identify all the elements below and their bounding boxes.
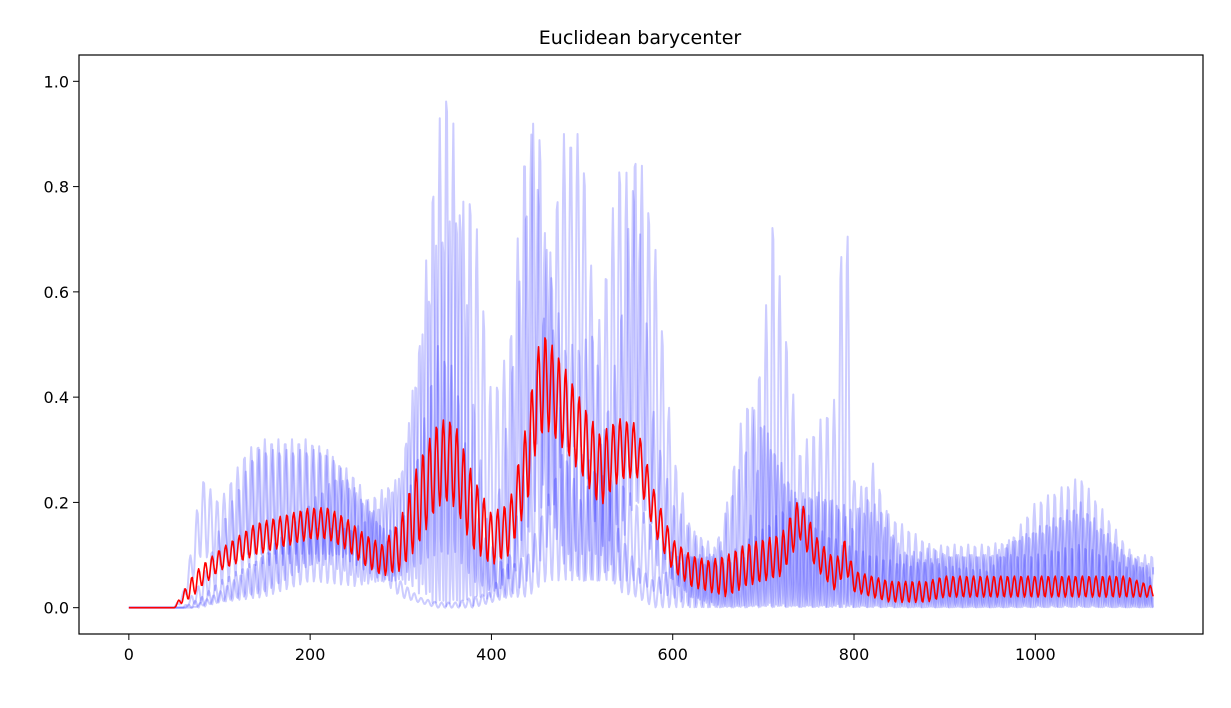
barycenter-layer	[128, 337, 1154, 609]
series-line-4	[128, 133, 1155, 609]
y-tick-label: 0.6	[44, 283, 69, 302]
y-tick-label: 0.2	[44, 493, 69, 512]
series-line-1	[128, 132, 1155, 609]
barycenter-line	[128, 337, 1154, 609]
y-tick-label: 0.0	[44, 599, 69, 618]
x-tick-label: 800	[839, 645, 870, 664]
axes-frame	[78, 54, 1204, 635]
x-tick-label: 1000	[1015, 645, 1056, 664]
y-tick-label: 0.4	[44, 388, 69, 407]
y-axis: 0.0 0.2 0.4 0.6 0.8 1.0	[44, 72, 79, 618]
y-tick-label: 0.8	[44, 178, 69, 197]
series-line-2	[128, 100, 1155, 609]
chart-title: Euclidean barycenter	[539, 27, 742, 49]
plot-area	[128, 100, 1155, 609]
series-line-3	[128, 122, 1155, 609]
x-tick-label: 400	[476, 645, 507, 664]
x-axis: 0 200 400 600 800 1000	[124, 634, 1056, 664]
x-tick-label: 0	[124, 645, 134, 664]
x-tick-label: 600	[657, 645, 688, 664]
x-tick-label: 200	[295, 645, 326, 664]
series-layer	[128, 100, 1155, 609]
y-tick-label: 1.0	[44, 72, 69, 91]
